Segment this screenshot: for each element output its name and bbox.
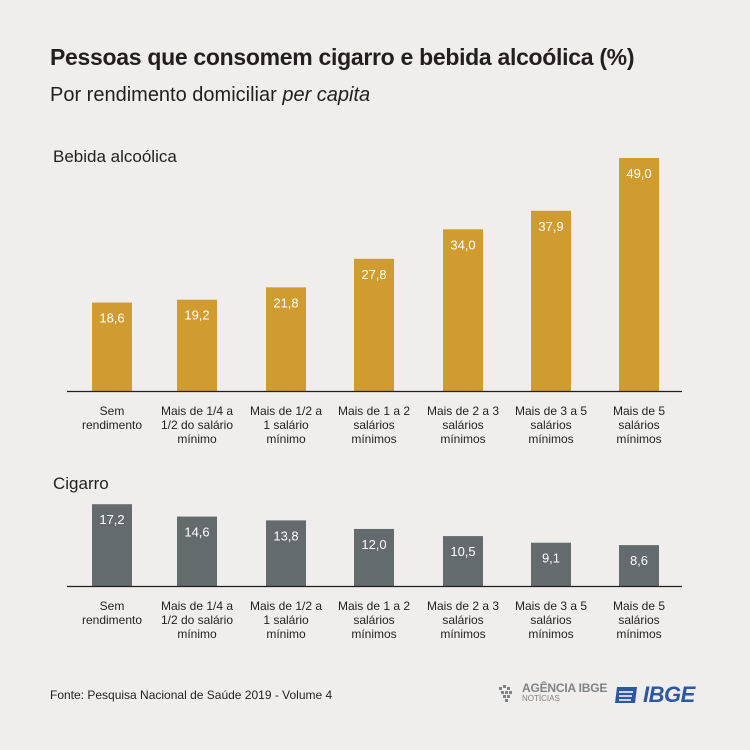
agencia-logo-line2: NOTÍCIAS	[522, 694, 560, 703]
bar-value-label: 18,6	[99, 311, 124, 326]
bar-bebida	[354, 258, 394, 391]
bar-value-label: 17,2	[99, 512, 124, 527]
category-label: Mais de 2 a 3 salários mínimos	[427, 599, 499, 641]
category-label: Mais de 5 salários mínimos	[613, 599, 665, 641]
bar-cigarro	[619, 545, 659, 586]
category-label: Mais de 5 salários mínimos	[613, 404, 665, 446]
bar-bebida	[266, 287, 306, 391]
category-label: Mais de 3 a 5 salários mínimos	[515, 599, 587, 641]
category-label: Mais de 1 a 2 salários mínimos	[338, 599, 410, 641]
chart-bebida: 18,6 Sem rendimento 19,2 Mais de 1/4 a 1/2 do…	[67, 158, 682, 446]
ibge-wordmark: IBGE	[643, 682, 695, 707]
chart-cigarro: 17,2 Sem rendimento 14,6 Mais de 1/4 a 1/2 do…	[67, 504, 682, 641]
bar-cigarro	[266, 520, 306, 586]
bar-cigarro	[92, 504, 132, 586]
bar-bebida	[92, 302, 132, 391]
bar-cigarro	[177, 516, 217, 586]
bar-charts: 18,6 Sem rendimento 19,2 Mais de 1/4 a 1/2 do…	[67, 158, 682, 641]
bar-value-label: 9,1	[542, 551, 560, 566]
bar-value-label: 10,5	[450, 544, 475, 559]
agencia-icon	[499, 684, 512, 702]
bar-value-label: 19,2	[184, 308, 209, 323]
page-title: Pessoas que consomem cigarro e bebida al…	[50, 44, 635, 70]
category-label: Sem rendimento	[82, 404, 142, 432]
bar-cigarro	[443, 536, 483, 586]
bar-bebida	[177, 299, 217, 391]
bar-value-label: 34,0	[450, 237, 475, 252]
subtitle-prefix: Por rendimento domiciliar	[50, 84, 283, 106]
page-subtitle: Por rendimento domiciliar per capita	[50, 84, 370, 107]
category-label: Mais de 3 a 5 salários mínimos	[515, 404, 587, 446]
bar-value-label: 21,8	[273, 295, 298, 310]
bar-bebida	[531, 210, 571, 391]
chart-title-cigarro: Cigarro	[53, 474, 109, 493]
category-label: Mais de 1 a 2 salários mínimos	[338, 404, 410, 446]
category-label: Sem rendimento	[82, 599, 142, 627]
chart-title-bebida: Bebida alcoólica	[53, 147, 177, 166]
bar-cigarro	[354, 528, 394, 586]
category-label: Mais de 1/4 a 1/2 do salário mínimo	[161, 404, 233, 446]
bar-value-label: 12,0	[361, 537, 386, 552]
ibge-logo: IBGE	[613, 684, 695, 706]
category-label: Mais de 1/4 a 1/2 do salário mínimo	[161, 599, 233, 641]
bar-bebida	[619, 158, 659, 391]
agencia-ibge-logo: AGÊNCIA IBGE NOTÍCIAS	[498, 682, 607, 703]
bar-cigarro	[531, 542, 571, 586]
bar-value-label: 49,0	[626, 166, 651, 181]
source-note: Fonte: Pesquisa Nacional de Saúde 2019 -…	[50, 688, 333, 702]
bar-value-label: 37,9	[538, 219, 563, 234]
bar-bebida	[443, 229, 483, 391]
ibge-mark-icon	[615, 687, 637, 703]
bar-value-label: 13,8	[273, 528, 298, 543]
bar-value-label: 8,6	[630, 553, 648, 568]
bar-value-label: 14,6	[184, 525, 209, 540]
bar-value-label: 27,8	[361, 267, 386, 282]
subtitle-emphasis: per capita	[282, 84, 371, 106]
agencia-logo-line1: AGÊNCIA IBGE	[522, 681, 608, 695]
category-label: Mais de 2 a 3 salários mínimos	[427, 404, 499, 446]
